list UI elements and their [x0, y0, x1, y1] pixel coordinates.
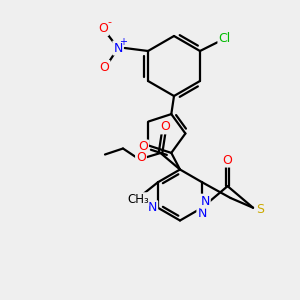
Text: -: -	[108, 17, 112, 28]
Text: CH₃: CH₃	[127, 193, 149, 206]
Text: O: O	[160, 120, 170, 134]
Text: +: +	[119, 37, 128, 47]
Text: N: N	[200, 195, 210, 208]
Text: O: O	[138, 140, 148, 154]
Text: O: O	[98, 22, 108, 35]
Text: N: N	[148, 201, 157, 214]
Text: O: O	[223, 154, 232, 166]
Text: O: O	[136, 151, 146, 164]
Text: S: S	[256, 203, 264, 216]
Text: N: N	[113, 41, 123, 55]
Text: O: O	[100, 61, 110, 74]
Text: Cl: Cl	[218, 32, 231, 45]
Text: N: N	[197, 207, 207, 220]
